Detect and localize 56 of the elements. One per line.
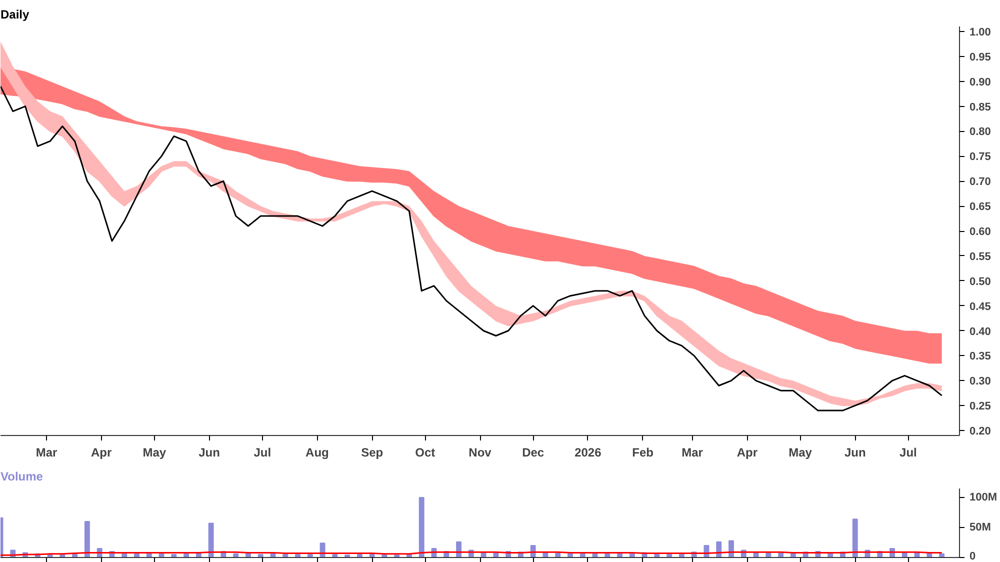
y-tick-label: 0.85 [970,101,991,114]
y-tick-label: 0.70 [970,176,991,188]
chart-title: Daily [0,8,30,22]
y-tick-label: 0.45 [970,300,991,313]
y-tick-label: 0.75 [970,151,991,164]
bar [778,552,784,558]
x-tick-label: Jun [844,446,866,460]
bar [84,521,90,558]
x-tick-label: Jul [254,446,272,460]
y-tick-label: 0.40 [970,326,991,338]
y-tick-label: 0.65 [970,201,991,214]
x-tick-label: Aug [306,446,329,460]
chart-title: Volume [0,470,44,484]
y-tick-label: 0.80 [970,126,991,138]
x-tick-label: Jul [900,446,917,460]
y-tick-label: 0.20 [970,426,991,438]
y-tick-label: 0.60 [970,226,991,238]
y-tick-label: 0.55 [970,250,991,263]
y-tick-label: 100M [970,492,998,504]
y-tick-label: 0.25 [970,400,991,413]
bar [134,553,140,558]
x-tick-label: Sep [361,446,384,460]
bar [728,540,734,558]
bar [171,554,177,558]
x-tick-label: Apr [91,446,112,460]
bar [939,553,945,558]
bar [208,522,214,558]
bar [282,554,288,558]
bar [568,553,573,558]
x-tick-label: May [788,446,812,460]
x-tick-label: Feb [632,446,654,460]
bar [332,554,338,558]
bar [418,497,424,558]
bar [369,554,375,558]
y-tick-label: 1.00 [970,26,991,38]
x-tick-label: Mar [36,446,58,460]
x-tick-label: May [142,446,166,460]
x-tick-label: Mar [682,446,704,460]
x-tick-label: Dec [522,446,544,460]
bar [258,554,264,558]
y-tick-label: 0.35 [970,350,991,363]
y-tick-label: 0.90 [970,76,991,88]
y-tick-label: 0.95 [970,51,991,64]
y-tick-label: 0.50 [970,276,991,288]
x-tick-label: Oct [415,446,436,460]
y-tick-label: 50M [970,522,991,534]
x-tick-label: Apr [736,446,758,460]
bar [852,518,858,558]
x-tick-label: 2026 [574,446,602,460]
bar [184,553,189,558]
x-tick-label: Nov [468,446,492,460]
y-tick-label: 0.30 [970,376,991,388]
x-tick-label: Jun [198,446,220,460]
bar [555,552,561,558]
bar [356,554,362,558]
y-tick-label: 0 [970,550,976,562]
